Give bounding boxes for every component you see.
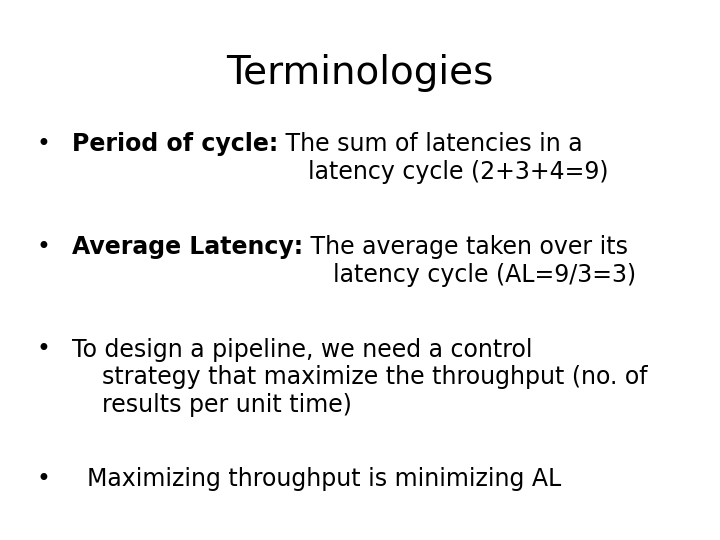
Text: Average Latency:: Average Latency: <box>72 235 303 259</box>
Text: Terminologies: Terminologies <box>226 54 494 92</box>
Text: •: • <box>36 132 50 156</box>
Text: •: • <box>36 467 50 491</box>
Text: •: • <box>36 235 50 259</box>
Text: The average taken over its
    latency cycle (AL=9/3=3): The average taken over its latency cycle… <box>303 235 636 287</box>
Text: The sum of latencies in a
    latency cycle (2+3+4=9): The sum of latencies in a latency cycle … <box>278 132 608 184</box>
Text: To design a pipeline, we need a control
    strategy that maximize the throughpu: To design a pipeline, we need a control … <box>72 338 647 417</box>
Text: •: • <box>36 338 50 361</box>
Text: Maximizing throughput is minimizing AL: Maximizing throughput is minimizing AL <box>72 467 562 491</box>
Text: Period of cycle:: Period of cycle: <box>72 132 278 156</box>
